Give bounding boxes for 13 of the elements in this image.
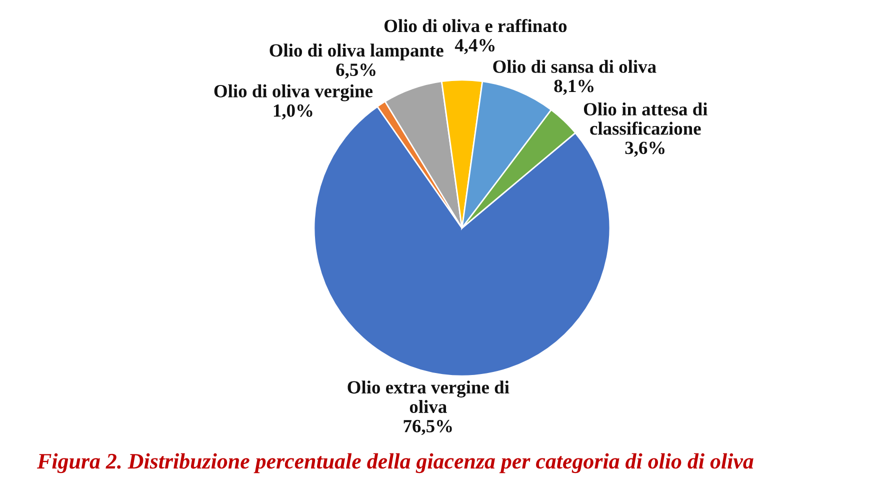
slice-label: Olio di oliva lampante	[270, 44, 444, 60]
slice-label: Olio extra vergine di oliva	[348, 380, 510, 414]
data-label: 3,6%	[625, 142, 664, 157]
slice-label: Olio in attesa di classificazione	[584, 102, 708, 135]
slice-label: Olio di sansa di oliva	[493, 60, 656, 73]
slice-label: Olio di oliva e raffinato	[384, 18, 567, 32]
data-label: 76,5%	[404, 420, 452, 436]
data-label: 1,0%	[274, 104, 312, 120]
data-label: 4,4%	[454, 39, 494, 54]
data-label: 8,1%	[554, 80, 594, 95]
data-label: 6,5%	[336, 64, 376, 79]
slice-label: Olio di oliva vergine	[214, 84, 373, 102]
text: Figura 2. Distribuzione percentuale della giacenza per categoria di olio di oliva	[37, 453, 754, 474]
